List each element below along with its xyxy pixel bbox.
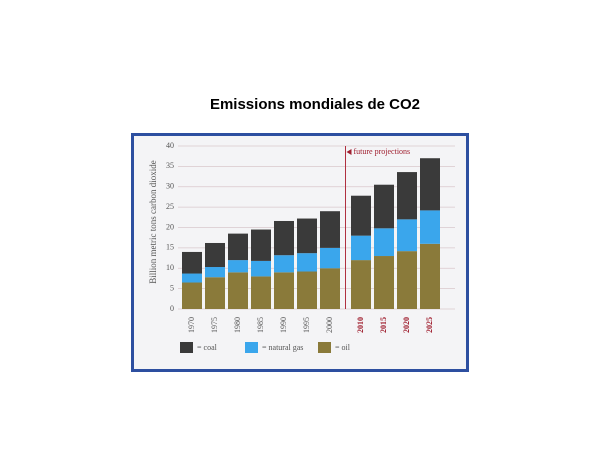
bar-segment [374,184,394,229]
y-tick-label: 0 [170,304,174,313]
bar-segment [297,253,317,272]
bar-segment [320,211,340,248]
x-tick-label: 2025 [425,317,434,333]
x-tick-label: 1990 [279,317,288,333]
x-tick-label: 1975 [210,317,219,333]
bar-segment [251,276,271,309]
legend-swatch [180,342,193,353]
bar-segment [182,273,202,283]
chart-title: Emissions mondiales de CO2 [210,96,420,113]
bar-segment [182,251,202,274]
bar-segment [274,272,294,309]
bar-segment [228,260,248,273]
bar-segment [251,229,271,261]
y-tick-label: 10 [166,263,174,272]
annotation: future projections [354,147,411,156]
y-tick-label: 15 [166,243,174,252]
y-axis-label: Billion metric tons carbon dioxide [148,160,158,283]
bar-segment [205,267,225,278]
x-tick-label: 2010 [356,317,365,333]
bar-segment [251,260,271,277]
bar-segment [374,228,394,257]
bar-segment [420,210,440,244]
bar-segment [351,260,371,309]
bar-segment [397,219,417,252]
x-tick-label: 1995 [302,317,311,333]
bar-segment [297,218,317,254]
bar-segment [182,282,202,309]
bar-segment [351,235,371,261]
bar-segment [420,243,440,309]
bar-segment [397,172,417,220]
legend-swatch [318,342,331,353]
legend-label: = coal [197,343,218,352]
bar-segment [274,255,294,273]
legend-label: = natural gas [262,343,303,352]
x-tick-label: 1970 [187,317,196,333]
bar-segment [228,272,248,309]
x-tick-label: 2000 [325,317,334,333]
y-tick-label: 5 [170,283,174,292]
bar-segment [320,247,340,269]
y-tick-label: 35 [166,161,174,170]
bar-segment [205,277,225,309]
annotation-arrow [346,149,352,155]
y-tick-label: 25 [166,202,174,211]
y-tick-label: 40 [166,141,174,150]
legend-label: = oil [335,343,351,352]
bar-segment [228,233,248,261]
y-tick-label: 20 [166,222,174,231]
bar-segment [274,220,294,256]
x-tick-label: 1980 [233,317,242,333]
bar-segment [297,271,317,309]
x-tick-label: 2020 [402,317,411,333]
x-tick-label: 1985 [256,317,265,333]
x-tick-label: 2015 [379,317,388,333]
bar-segment [374,256,394,309]
legend-swatch [245,342,258,353]
y-tick-label: 30 [166,182,174,191]
bar-segment [397,251,417,309]
bar-segment [320,268,340,309]
bar-segment [351,195,371,236]
bar-segment [420,158,440,211]
bar-segment [205,242,225,268]
